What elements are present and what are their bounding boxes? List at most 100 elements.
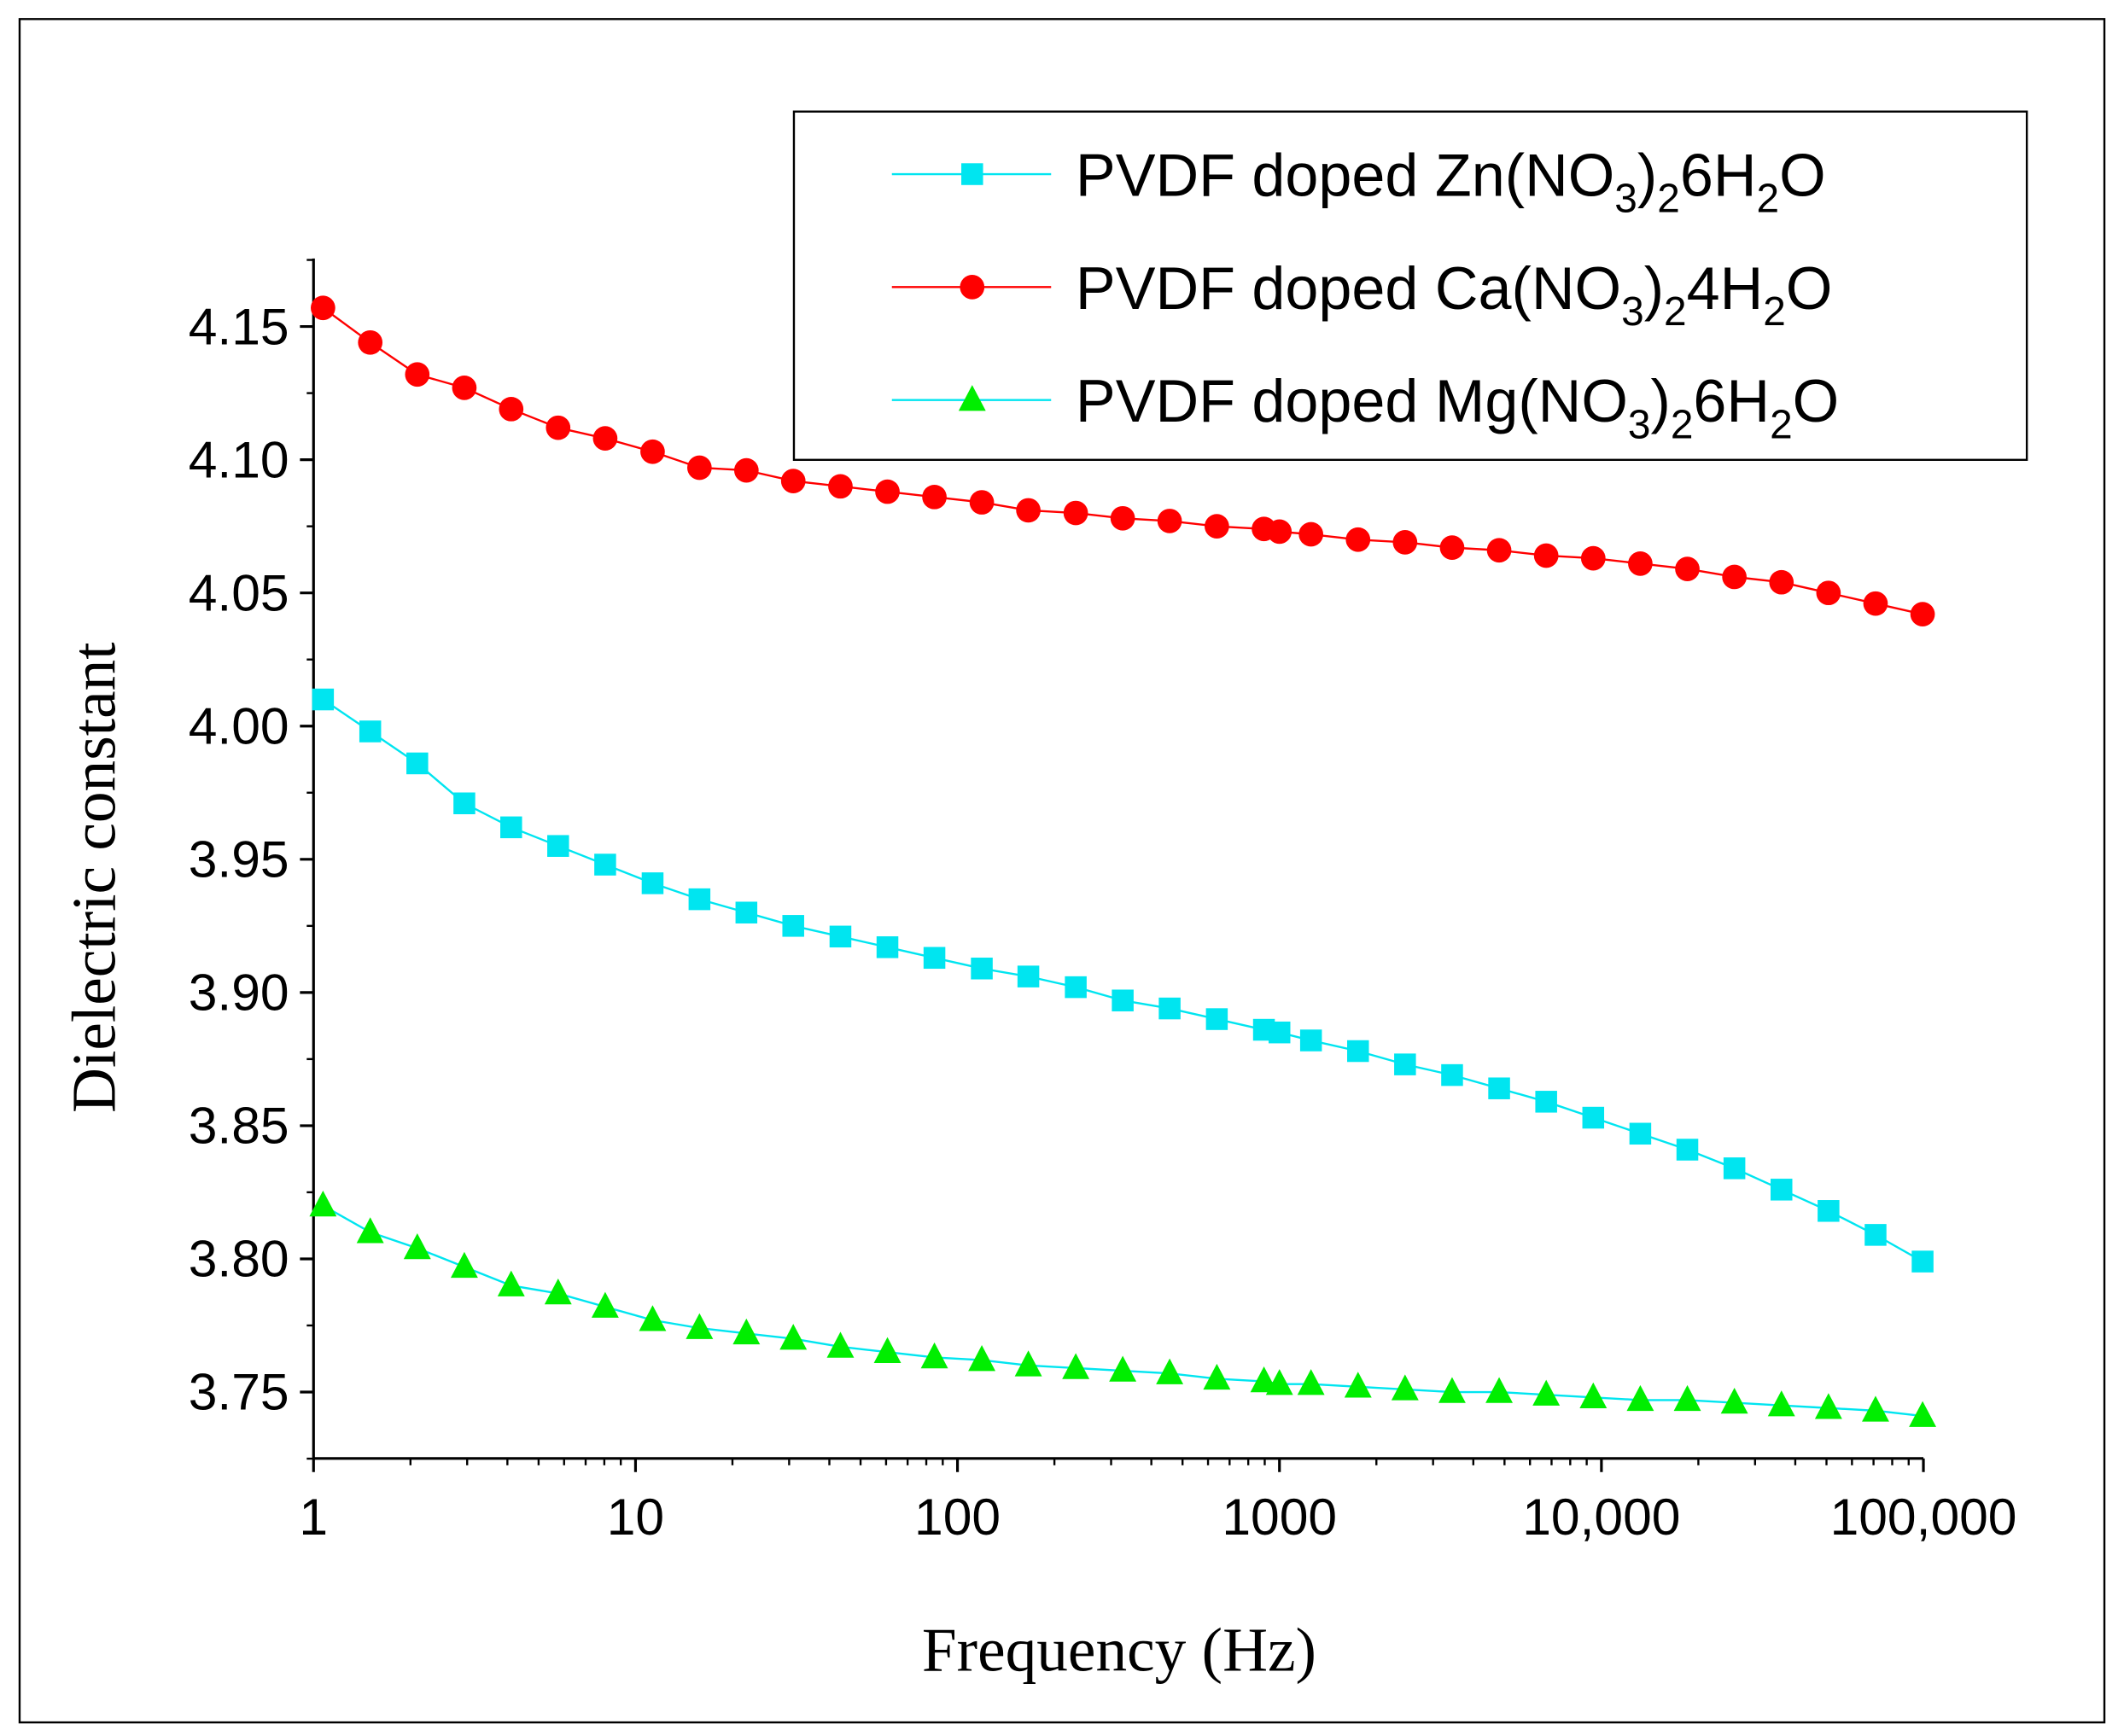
legend-subscript: 3 [1614,177,1637,222]
data-point [1267,519,1292,545]
data-point [1298,521,1324,547]
x-tick-label: 10 [607,1488,664,1546]
y-tick-label: 4.05 [189,563,289,621]
data-point [1438,1377,1466,1403]
data-point [1205,1008,1228,1030]
data-point [968,1345,996,1372]
data-point [309,1191,337,1217]
y-tick-label: 3.80 [189,1230,289,1288]
data-point [1345,527,1371,552]
series-triangle [309,1191,1937,1427]
legend-box [792,110,2028,461]
y-tick-label: 3.90 [189,964,289,1022]
x-tick-label: 1000 [1222,1488,1337,1546]
data-point [971,958,993,980]
legend-marker [960,274,985,300]
legend-text: 6H [1680,143,1757,209]
legend-entry: PVDF doped Zn(NO3)26H2O [891,143,1826,222]
legend-text: O [1779,143,1826,209]
data-point [1297,1369,1325,1395]
legend-text: ) [1637,143,1657,209]
data-point [544,1279,572,1305]
y-tick-label: 3.85 [189,1097,289,1155]
data-point [1535,1091,1557,1113]
data-point [1299,1029,1322,1052]
data-point [1441,1063,1463,1086]
data-point [497,1270,525,1296]
data-point [1268,1021,1291,1044]
data-point [499,396,524,422]
data-point [1864,1224,1887,1246]
data-point [594,853,616,876]
data-point [1909,1401,1937,1427]
data-point [1910,602,1935,626]
legend-text: PVDF doped Zn(NO [1076,143,1614,209]
data-point [1488,1077,1510,1099]
data-point [1017,965,1040,987]
series-square [312,688,1934,1273]
legend-text: 6H [1693,368,1770,434]
data-point [358,329,383,355]
data-point [1485,1377,1514,1403]
legend-subscript: 2 [1770,402,1793,447]
x-tick-label: 100 [914,1488,1001,1546]
y-axis-label: Dielectric constant [60,642,129,1113]
data-point [1863,591,1888,616]
data-point [829,925,852,948]
legend-marker [961,163,983,185]
data-point [1347,1040,1369,1063]
legend-text: ) [1644,255,1664,322]
legend-marker [958,385,986,411]
data-point [1628,551,1653,576]
data-point [1722,564,1747,590]
data-point [1675,556,1700,581]
legend-subscript: 3 [1628,402,1651,447]
data-point [1676,1139,1699,1161]
data-point [311,295,336,321]
y-tick-label: 4.10 [189,430,289,488]
data-point [782,915,804,937]
legend-entry: PVDF doped Mg(NO3)26H2O [891,368,1839,447]
data-point [1814,1393,1842,1419]
legend-text: PVDF doped Mg(NO [1076,368,1628,434]
data-point [828,474,853,499]
data-point [876,936,899,958]
data-point [406,752,429,775]
legend-subscript: 2 [1664,289,1687,335]
data-point [1016,498,1041,523]
data-point [1532,1379,1561,1406]
data-point [1344,1372,1372,1398]
data-point [1265,1369,1293,1395]
data-point [405,362,430,387]
y-tick-label: 3.75 [189,1363,289,1421]
data-point [873,1337,902,1363]
data-point [1205,514,1229,539]
data-point [546,415,571,440]
legend-text: ) [1650,368,1670,434]
data-point [1392,530,1418,555]
data-point [640,439,665,464]
data-point [1579,1382,1608,1409]
data-point [686,1313,714,1339]
data-point [591,1291,619,1318]
data-point [1156,1358,1184,1384]
data-point [1158,997,1181,1020]
data-point [920,1342,948,1369]
data-point [1109,1355,1137,1382]
data-point [500,816,522,839]
legend-subscript: 2 [1657,177,1680,222]
data-point [735,901,758,923]
data-point [1626,1384,1654,1412]
data-point [1769,569,1794,595]
x-tick-label: 100,000 [1830,1488,2017,1546]
data-point [359,720,382,743]
legend-subscript: 3 [1621,289,1644,335]
legend-label: PVDF doped Zn(NO3)26H2O [1076,143,1826,222]
legend-subscript: 2 [1671,402,1694,447]
data-point [1723,1157,1746,1180]
data-point [923,947,946,970]
y-tick-label: 4.00 [189,696,289,754]
data-point [969,490,995,515]
